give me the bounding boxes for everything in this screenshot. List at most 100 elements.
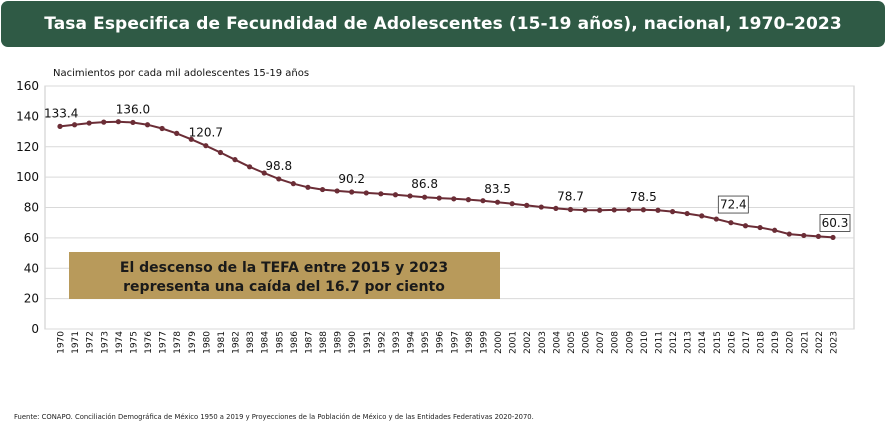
x-tick-label: 2008 [611, 331, 621, 354]
x-tick-label: 1982 [232, 331, 242, 354]
data-point [655, 207, 661, 213]
x-tick-label: 2019 [771, 331, 781, 354]
data-point [742, 223, 749, 229]
data-point [174, 130, 180, 136]
x-tick-label: 2003 [538, 331, 548, 354]
x-tick-label: 1970 [57, 331, 67, 354]
data-point [130, 119, 136, 126]
data-point [640, 207, 646, 213]
y-tick-label: 60 [24, 231, 39, 245]
x-tick-label: 1993 [392, 331, 402, 354]
data-point [261, 170, 267, 176]
data-point [349, 189, 355, 195]
data-point [553, 205, 559, 212]
x-tick-label: 1996 [436, 331, 446, 354]
data-point [247, 164, 253, 170]
y-tick-label: 120 [16, 140, 39, 154]
x-tick-label: 1973 [100, 331, 110, 354]
data-point [567, 206, 574, 213]
x-tick-label: 1975 [129, 331, 139, 354]
data-point [188, 136, 194, 142]
data-point [830, 234, 836, 241]
data-point [71, 122, 78, 128]
x-tick-label: 1984 [261, 331, 271, 354]
x-tick-label: 1997 [450, 331, 460, 354]
data-label: 60.3 [822, 216, 849, 230]
x-tick-label: 2005 [567, 331, 577, 354]
x-tick-label: 1972 [86, 331, 96, 354]
data-point [801, 232, 807, 239]
x-tick-label: 2018 [757, 331, 767, 354]
data-point [626, 207, 632, 213]
data-point [378, 191, 384, 197]
x-tick-label: 2010 [640, 331, 650, 354]
data-point [290, 181, 296, 187]
chart-title-banner: Tasa Especifica de Fecundidad de Adolesc… [1, 1, 885, 47]
data-label-box [717, 195, 749, 214]
data-point [684, 210, 690, 217]
data-label: 136.0 [116, 102, 150, 116]
data-point [597, 207, 603, 213]
annotation-line-2: representa una caída del 16.7 por ciento [123, 279, 445, 295]
x-tick-label: 2016 [727, 331, 737, 354]
x-tick-label: 1983 [246, 331, 256, 354]
data-point [203, 143, 209, 149]
x-tick-label: 2015 [713, 331, 723, 354]
data-point [509, 201, 515, 207]
x-tick-label: 1991 [363, 331, 373, 354]
data-point [451, 196, 457, 202]
x-tick-label: 2001 [509, 331, 519, 354]
x-tick-label: 2000 [494, 331, 504, 354]
data-point [57, 123, 63, 129]
data-point [480, 198, 486, 204]
data-label: 98.8 [265, 159, 292, 173]
x-tick-label: 2011 [654, 331, 664, 354]
data-point [232, 157, 238, 163]
y-tick-label: 20 [24, 292, 39, 306]
data-point [115, 119, 121, 125]
data-point [334, 188, 340, 194]
x-tick-label: 2023 [830, 331, 840, 354]
y-tick-label: 80 [24, 201, 39, 215]
data-point [319, 186, 326, 193]
data-point [582, 207, 588, 213]
y-tick-label: 40 [24, 261, 39, 275]
x-tick-label: 1979 [188, 331, 198, 354]
data-point [757, 224, 763, 231]
x-tick-label: 1992 [377, 331, 387, 354]
x-tick-label: 2006 [582, 331, 592, 354]
x-tick-label: 1986 [290, 331, 300, 354]
data-label: 133.4 [44, 106, 78, 120]
x-tick-label: 1978 [173, 331, 183, 354]
x-tick-label: 2012 [669, 331, 679, 354]
x-tick-label: 1988 [319, 331, 329, 354]
data-point [772, 227, 778, 233]
x-tick-label: 2014 [698, 331, 708, 354]
x-tick-label: 1995 [421, 331, 431, 354]
y-tick-label: 140 [16, 109, 39, 123]
x-tick-label: 1987 [304, 331, 314, 354]
x-tick-label: 2020 [786, 331, 796, 354]
x-tick-label: 2007 [596, 331, 606, 354]
chart-title: Tasa Especifica de Fecundidad de Adolesc… [44, 14, 842, 34]
data-label: 78.7 [557, 189, 584, 203]
x-tick-label: 1980 [202, 331, 212, 354]
y-tick-label: 160 [16, 79, 39, 93]
x-tick-label: 1974 [115, 331, 125, 354]
data-label: 83.5 [484, 182, 511, 196]
data-point [728, 220, 734, 226]
x-tick-label: 2017 [742, 331, 752, 354]
data-point [422, 194, 428, 200]
x-tick-label: 1994 [407, 331, 417, 354]
x-tick-label: 2004 [552, 331, 562, 354]
data-point [538, 204, 544, 210]
x-tick-label: 1977 [159, 331, 169, 354]
data-point [815, 233, 822, 239]
data-label: 120.7 [189, 126, 223, 140]
data-label: 90.2 [338, 172, 365, 186]
x-tick-label: 1971 [71, 331, 81, 354]
x-tick-label: 2009 [625, 331, 635, 354]
data-point [407, 193, 413, 199]
data-point [86, 120, 92, 126]
